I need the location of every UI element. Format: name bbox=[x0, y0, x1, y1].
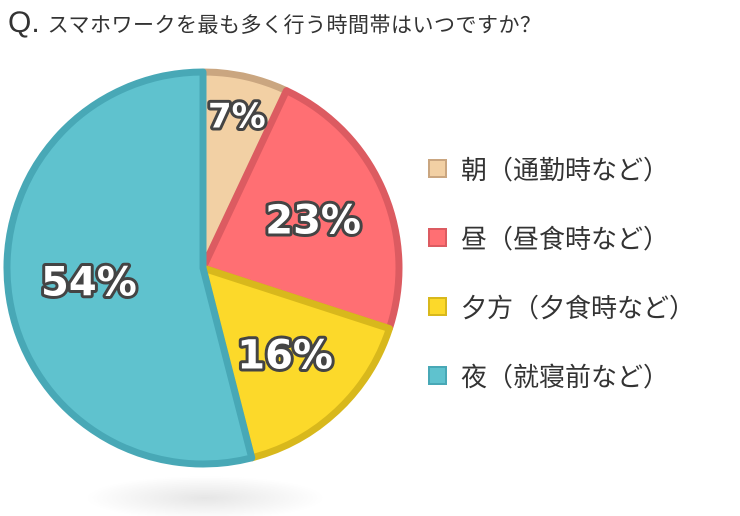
legend-label: 夕方（夕食時など） bbox=[461, 293, 696, 324]
question-heading: Q. スマホワークを最も多く行う時間帯はいつですか？ bbox=[8, 6, 542, 42]
data-label-3: 16% bbox=[237, 332, 333, 378]
pie-slice-2 bbox=[199, 87, 403, 333]
legend-label: 朝（通勤時など） bbox=[461, 155, 670, 186]
legend-label: 昼（昼食時など） bbox=[461, 224, 670, 255]
pie-slice-4 bbox=[3, 68, 256, 468]
legend-label: 夜（就寝前など） bbox=[461, 362, 670, 393]
question-mark: Q. bbox=[8, 6, 40, 39]
legend-swatch bbox=[428, 365, 447, 385]
legend-item-3: 夕方（夕食時など） bbox=[428, 290, 736, 324]
pie-shadow bbox=[85, 476, 325, 516]
legend-swatch bbox=[428, 158, 447, 178]
question-text: スマホワークを最も多く行う時間帯はいつですか？ bbox=[47, 13, 542, 37]
legend-swatch bbox=[428, 227, 447, 247]
data-label-4: 54% bbox=[41, 259, 137, 305]
data-label-2: 23% bbox=[265, 197, 361, 243]
legend-item-2: 昼（昼食時など） bbox=[428, 221, 736, 255]
legend-item-4: 夜（就寝前など） bbox=[428, 359, 736, 393]
data-label-1: 7% bbox=[208, 97, 266, 137]
legend-item-1: 朝（通勤時など） bbox=[428, 152, 736, 186]
legend-swatch bbox=[428, 296, 447, 316]
pie-slice-3 bbox=[199, 264, 393, 462]
legend: 朝（通勤時など） 昼（昼食時など） 夕方（夕食時など） 夜（就寝前など） bbox=[428, 152, 736, 428]
